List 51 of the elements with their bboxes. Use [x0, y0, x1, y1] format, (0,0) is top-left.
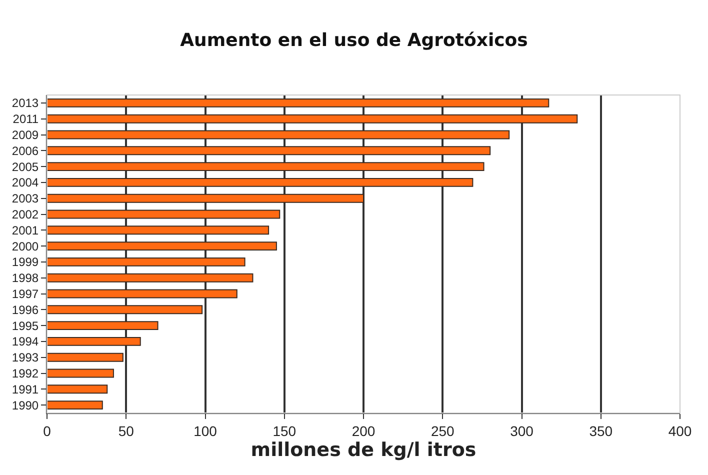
x-tick-label: 150 [272, 422, 296, 439]
y-tick-label: 2006 [12, 144, 39, 158]
bar [47, 352, 124, 362]
chart-title: Aumento en el uso de Agrotóxicos [180, 30, 528, 51]
x-tick-label: 0 [43, 422, 52, 439]
y-tick-label: 1994 [12, 334, 39, 349]
bar [47, 130, 510, 140]
x-tick-label: 50 [118, 422, 134, 439]
x-tick-label: 100 [194, 422, 218, 439]
bar [47, 400, 103, 410]
y-tick-label: 2011 [12, 112, 39, 126]
bar [47, 257, 246, 266]
x-tick-label: 200 [352, 422, 376, 439]
bar [47, 305, 203, 314]
y-tick-label: 1992 [12, 366, 39, 380]
bar [47, 226, 270, 235]
y-tick-label: 2001 [12, 223, 39, 238]
bar [47, 178, 474, 187]
x-tick-label: 300 [510, 422, 534, 439]
bar [47, 368, 114, 378]
bar [47, 336, 141, 346]
bar [47, 273, 254, 282]
x-tick-label: 400 [668, 422, 692, 439]
y-tick-label: 2002 [12, 207, 39, 222]
y-tick-label: 1996 [12, 302, 39, 317]
y-tick-label: 2000 [12, 239, 39, 254]
y-tick-label: 1990 [12, 398, 39, 412]
bar [47, 289, 238, 298]
y-tick-label: 2009 [12, 128, 39, 142]
y-tick-label: 1998 [12, 271, 39, 286]
y-tick-label: 2004 [12, 176, 39, 190]
y-tick-label: 1991 [12, 382, 39, 396]
y-tick-label: 1995 [12, 318, 39, 333]
x-tick-label: 350 [589, 422, 613, 439]
bar [47, 384, 108, 394]
x-axis-title: millones de kg/l itros [250, 438, 476, 461]
y-tick-label: 1999 [12, 255, 39, 270]
bar [47, 194, 364, 203]
bar [47, 210, 280, 219]
y-tick-label: 1997 [12, 286, 39, 301]
bar [47, 321, 158, 330]
y-tick-label: 2005 [12, 160, 39, 174]
x-tick-label: 250 [430, 422, 455, 439]
bar [47, 162, 484, 172]
bar [47, 98, 550, 108]
y-tick-label: 2013 [12, 96, 39, 110]
bar [47, 114, 578, 124]
y-tick-label: 2003 [12, 192, 39, 206]
y-tick-label: 1993 [12, 350, 39, 365]
bar [47, 146, 491, 156]
bar [47, 242, 277, 251]
